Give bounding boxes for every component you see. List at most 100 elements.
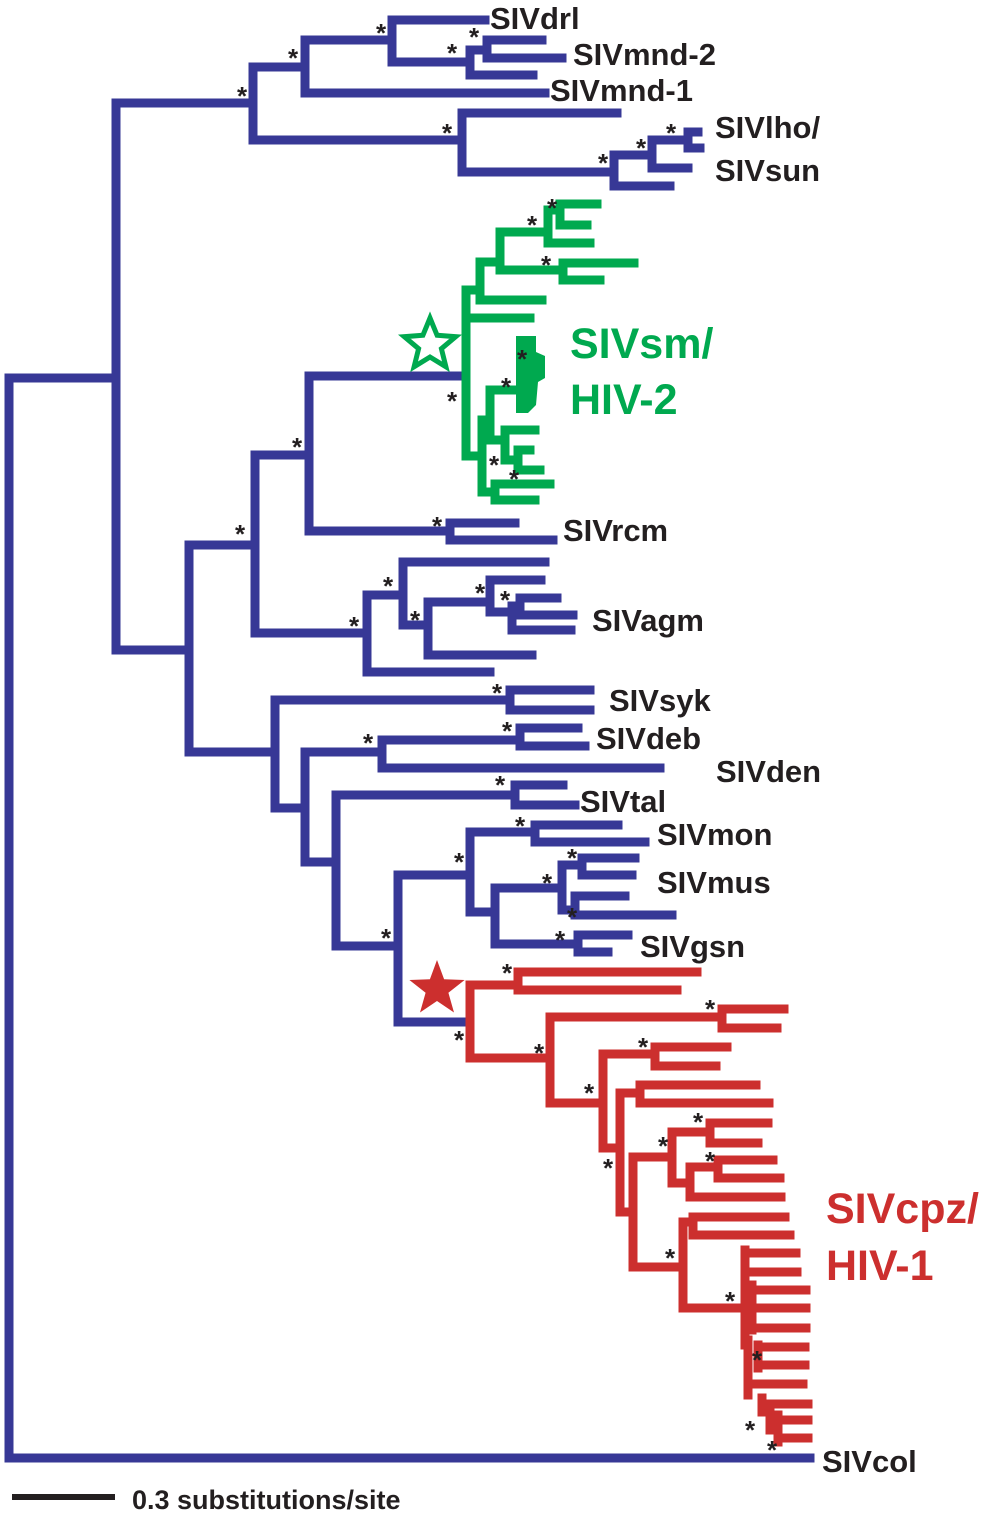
- support-asterisk: *: [501, 372, 512, 402]
- support-asterisk: *: [515, 811, 526, 841]
- branch: [573, 930, 633, 957]
- support-markers: * * * * * * * * * * * * * * * * * * * * * * * * * * * * * * * * * * * * * * * *…: [235, 18, 778, 1465]
- branch: [530, 820, 650, 847]
- support-asterisk: *: [534, 1038, 545, 1068]
- branch: [647, 135, 693, 173]
- support-asterisk: *: [363, 728, 374, 758]
- support-asterisk: *: [567, 843, 578, 873]
- branch: [678, 1217, 750, 1313]
- support-asterisk: *: [410, 605, 421, 635]
- taxon-label-sivcol: SIVcol: [822, 1444, 917, 1479]
- branch: [577, 853, 640, 880]
- support-asterisk: *: [567, 902, 578, 932]
- support-asterisk: *: [725, 1286, 736, 1316]
- branch: [445, 518, 558, 545]
- branch: [248, 62, 467, 145]
- taxon-label-sivsun: SIVsun: [715, 153, 820, 188]
- branch: [685, 1162, 786, 1202]
- support-asterisk: *: [638, 1032, 649, 1062]
- taxon-label-sivagm: SIVagm: [592, 603, 704, 638]
- support-asterisk: *: [665, 1243, 676, 1273]
- support-asterisk: *: [547, 193, 558, 223]
- green-branches: [461, 199, 639, 505]
- taxon-label-sivmnd1: SIVmnd-1: [550, 73, 693, 108]
- branch: [635, 1080, 774, 1108]
- branch: [362, 590, 495, 677]
- branch: [515, 593, 578, 620]
- support-asterisk: *: [767, 1435, 778, 1465]
- support-asterisk: *: [492, 678, 503, 708]
- branch: [598, 1049, 660, 1153]
- branch: [475, 257, 547, 305]
- support-asterisk: *: [541, 250, 552, 280]
- support-asterisk: *: [542, 868, 553, 898]
- branch: [505, 685, 595, 715]
- taxon-labels: SIVdrl SIVmnd-2 SIVmnd-1 SIVlho/ SIVsun …: [490, 1, 917, 1479]
- support-asterisk: *: [502, 958, 513, 988]
- clade-label-sivsm-line2: HIV-2: [570, 376, 678, 424]
- clade-labels: SIVsm/ HIV-2 SIVcpz/ HIV-1: [570, 320, 979, 1290]
- support-asterisk: *: [442, 118, 453, 148]
- branch: [667, 1127, 715, 1188]
- branch: [387, 15, 490, 67]
- taxon-label-sivdeb: SIVdeb: [596, 721, 701, 756]
- branch: [485, 575, 546, 617]
- branch: [513, 445, 545, 475]
- taxon-label-sivmus: SIVmus: [657, 865, 771, 900]
- star-outline-icon: [397, 311, 463, 373]
- red-branches: [465, 967, 813, 1447]
- branch: [545, 1012, 727, 1108]
- support-asterisk: *: [454, 847, 465, 877]
- taxon-label-sivmon: SIVmon: [657, 817, 772, 852]
- support-asterisk: *: [475, 578, 486, 608]
- branch: [465, 827, 540, 917]
- support-asterisk: *: [447, 38, 458, 68]
- taxon-label-sivmnd2: SIVmnd-2: [573, 37, 716, 72]
- branch-cluster: [740, 1245, 813, 1447]
- branch: [490, 479, 555, 505]
- branch: [398, 557, 550, 630]
- support-asterisk: *: [693, 1107, 704, 1137]
- branch: [717, 1004, 789, 1033]
- support-asterisk: *: [598, 148, 609, 178]
- branch: [688, 1212, 795, 1240]
- support-asterisk: *: [235, 519, 246, 549]
- support-asterisk: *: [381, 923, 392, 953]
- branch: [495, 227, 568, 275]
- taxon-label-sivtal: SIVtal: [580, 784, 666, 819]
- branch: [111, 98, 258, 655]
- taxon-label-sivsyk: SIVsyk: [609, 683, 711, 718]
- branch: [558, 258, 639, 285]
- support-asterisk: *: [517, 344, 528, 374]
- support-asterisk: *: [603, 1153, 614, 1183]
- support-asterisk: *: [509, 464, 520, 494]
- taxon-label-sivgsn: SIVgsn: [640, 929, 745, 964]
- support-asterisk: *: [495, 770, 506, 800]
- support-asterisk: *: [489, 450, 500, 480]
- clade-label-sivcpz-line2: HIV-1: [826, 1242, 934, 1290]
- support-asterisk: *: [383, 571, 394, 601]
- branch: [393, 870, 475, 1027]
- support-asterisk: *: [454, 1025, 465, 1055]
- branch: [490, 883, 583, 949]
- support-asterisk: *: [376, 18, 387, 48]
- branch: [615, 1088, 645, 1217]
- branch: [515, 723, 590, 751]
- support-asterisk: *: [745, 1415, 756, 1445]
- branch: [650, 1042, 732, 1071]
- blue-branches: [4, 15, 815, 1463]
- branch-root: [4, 373, 815, 1463]
- taxon-label-sivden: SIVden: [716, 754, 821, 789]
- taxon-label-sivlho: SIVlho/: [715, 110, 820, 145]
- scale-bar-label: 0.3 substitutions/site: [132, 1485, 401, 1515]
- branch: [461, 285, 487, 461]
- support-asterisk: *: [500, 585, 511, 615]
- support-asterisk: *: [432, 511, 443, 541]
- support-asterisk: *: [705, 994, 716, 1024]
- support-asterisk: *: [527, 210, 538, 240]
- branch: [570, 891, 677, 920]
- branch: [331, 790, 520, 951]
- branch: [705, 1118, 773, 1148]
- support-asterisk: *: [349, 611, 360, 641]
- support-asterisk: *: [469, 22, 480, 52]
